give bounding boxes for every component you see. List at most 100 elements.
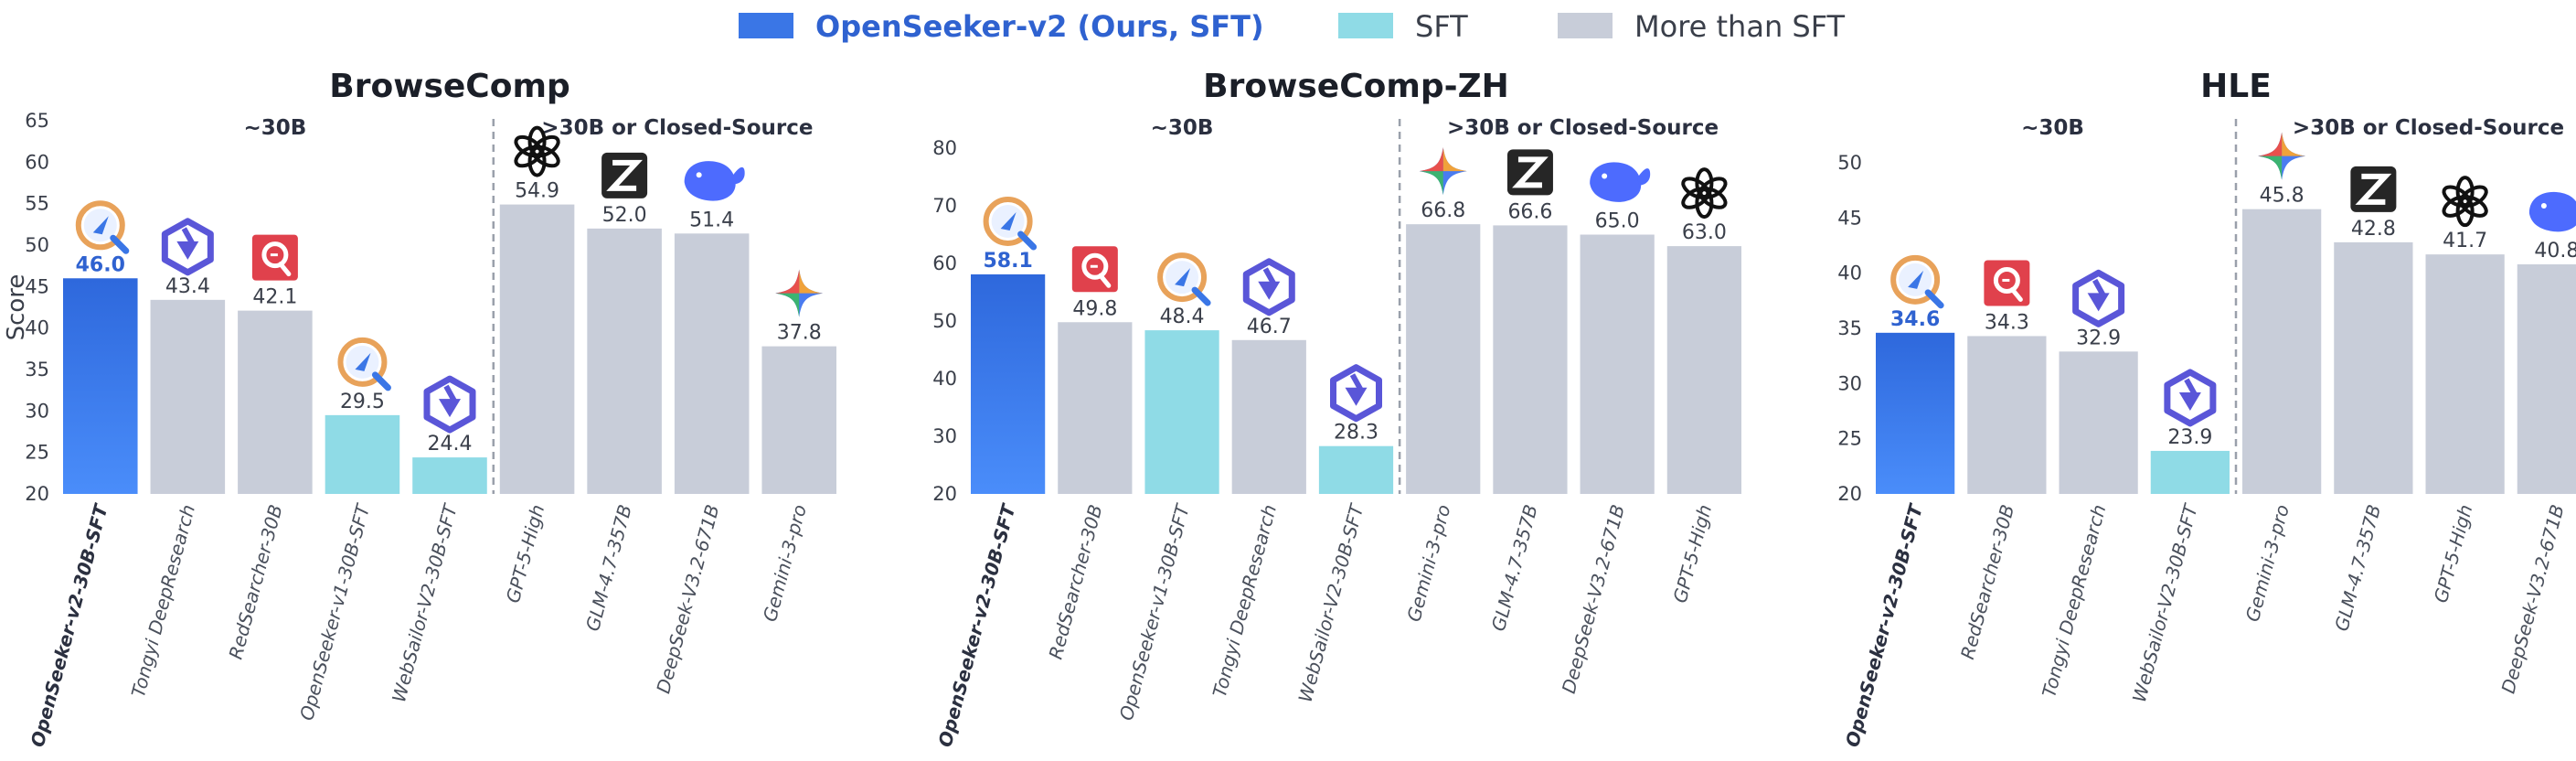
zhipu-icon (2350, 166, 2397, 212)
data-label: 41.7 (2443, 230, 2487, 252)
data-label: 46.0 (76, 253, 125, 276)
y-tick-label: 25 (1837, 428, 1862, 450)
chart-panel-browsecomp-zh: BrowseComp-ZH 20 30 40 50 60 70 80 ~30B >30B or C… (932, 68, 1741, 749)
openseeker-icon (1157, 252, 1211, 306)
data-label: 29.5 (340, 391, 385, 413)
bar-deepseek-v3-2-671b (1580, 234, 1655, 494)
bar-deepseek-v3-2-671b (2517, 264, 2576, 494)
tongyi-icon (1242, 258, 1295, 316)
x-tick-label: Gemini-3-pro (1402, 502, 1454, 624)
data-label: 58.1 (983, 250, 1032, 273)
bar-websailor-v2-30b-sft (1318, 445, 1394, 494)
x-tick-label: GPT-5-High (502, 502, 549, 606)
bar-gemini-3-pro (1406, 224, 1481, 494)
zhipu-icon (1506, 149, 1553, 196)
data-label: 24.4 (428, 433, 473, 456)
openseeker-icon (1890, 254, 1944, 309)
data-label: 49.8 (1072, 297, 1117, 320)
chart-title: HLE (2200, 68, 2272, 105)
y-tick-label: 20 (932, 483, 957, 505)
data-label: 42.1 (252, 286, 297, 309)
data-label: 51.4 (689, 209, 734, 231)
y-tick-label: 20 (25, 483, 49, 505)
data-label: 23.9 (2167, 426, 2212, 449)
chart-panel-browsecomp: BrowseComp Score 20 25 30 35 40 45 50 55 60 65 ~30B >… (3, 68, 836, 749)
y-tick-label: 50 (1837, 152, 1862, 174)
data-label: 52.0 (602, 204, 647, 227)
group-label: >30B or Closed-Source (541, 116, 813, 140)
x-tick-label: Gemini-3-pro (759, 502, 811, 624)
legend-swatch-more (1558, 13, 1613, 38)
openseeker-icon (337, 337, 391, 391)
legend: OpenSeeker-v2 (Ours, SFT) SFT More than … (0, 0, 2576, 55)
y-tick-label: 30 (1837, 372, 1862, 394)
tongyi-icon (2164, 369, 2217, 427)
bar-openseeker-v1-30b-sft (325, 414, 400, 494)
legend-label-sft: SFT (1415, 9, 1468, 44)
data-label: 28.3 (1334, 422, 1378, 445)
data-label: 63.0 (1682, 221, 1727, 244)
data-label: 37.8 (777, 322, 822, 345)
tongyi-icon (1330, 364, 1382, 423)
y-tick-label: 65 (25, 110, 49, 132)
data-label: 34.3 (1985, 311, 2029, 334)
x-tick-label: RedSearcher-30B (225, 502, 287, 661)
x-tick-label: GLM-4.7-357B (2330, 502, 2385, 633)
x-tick-label: GLM-4.7-357B (1487, 502, 1542, 633)
tongyi-icon (161, 218, 214, 276)
legend-swatch-sft (1338, 13, 1393, 38)
x-tick-label: OpenSeeker-v2-30B-SFT (27, 501, 112, 750)
tongyi-icon (2072, 269, 2125, 327)
openai-icon (1681, 167, 1728, 220)
bar-gemini-3-pro (2242, 209, 2322, 494)
openseeker-icon (75, 200, 130, 254)
x-tick-label: GPT-5-High (1669, 502, 1717, 606)
data-label: 43.4 (165, 275, 210, 298)
zhipu-icon (601, 152, 648, 198)
data-label: 54.9 (515, 180, 559, 203)
legend-label-ours: OpenSeeker-v2 (Ours, SFT) (815, 9, 1264, 44)
bar-gemini-3-pro (761, 346, 836, 494)
group-label: ~30B (2021, 116, 2084, 140)
x-tick-label: Gemini-3-pro (2241, 502, 2294, 624)
x-tick-label: DeepSeek-V3.2-671B (1558, 502, 1629, 696)
data-label: 40.8 (2534, 240, 2576, 263)
redsearcher-icon (251, 234, 298, 281)
deepseek-icon (1590, 162, 1651, 202)
y-tick-label: 55 (25, 193, 49, 215)
y-tick-label: 30 (932, 425, 957, 447)
bar-websailor-v2-30b-sft (2150, 450, 2230, 494)
deepseek-icon (2528, 191, 2576, 232)
group-label: >30B or Closed-Source (2293, 116, 2564, 140)
gemini-icon (1419, 147, 1467, 196)
group-label: >30B or Closed-Source (1447, 116, 1719, 140)
bar-tongyi-deepresearch (2059, 351, 2138, 494)
group-label: ~30B (1151, 116, 1214, 140)
chart-title: BrowseComp (329, 68, 569, 105)
redsearcher-icon (1071, 246, 1118, 293)
y-tick-label: 40 (25, 317, 49, 339)
bar-openseeker-v2-30b-sft (971, 273, 1046, 494)
bar-tongyi-deepresearch (150, 299, 226, 494)
x-tick-label: DeepSeek-V3.2-671B (2496, 502, 2568, 696)
y-tick-label: 80 (932, 137, 957, 159)
x-tick-label: WebSailor-V2-30B-SFT (388, 500, 462, 704)
openai-icon (514, 125, 560, 177)
data-label: 66.6 (1507, 200, 1552, 223)
data-label: 46.7 (1247, 316, 1292, 338)
data-label: 45.8 (2260, 185, 2305, 208)
y-tick-label: 70 (932, 195, 957, 217)
data-label: 65.0 (1595, 210, 1640, 233)
x-tick-label: Tongyi DeepResearch (2038, 502, 2110, 700)
bar-deepseek-v3-2-671b (674, 233, 750, 494)
bar-openseeker-v2-30b-sft (1876, 332, 1955, 494)
bar-tongyi-deepresearch (1231, 339, 1306, 494)
y-tick-label: 20 (1837, 483, 1862, 505)
chart-panel-hle: HLE 20 25 30 35 40 45 50 ~30B >30B or Closed-Sour… (1837, 68, 2576, 749)
bar-redsearcher-30b (1967, 336, 2047, 494)
tongyi-icon (423, 375, 476, 434)
x-tick-label: RedSearcher-30B (1044, 502, 1106, 661)
bar-redsearcher-30b (1058, 322, 1133, 494)
